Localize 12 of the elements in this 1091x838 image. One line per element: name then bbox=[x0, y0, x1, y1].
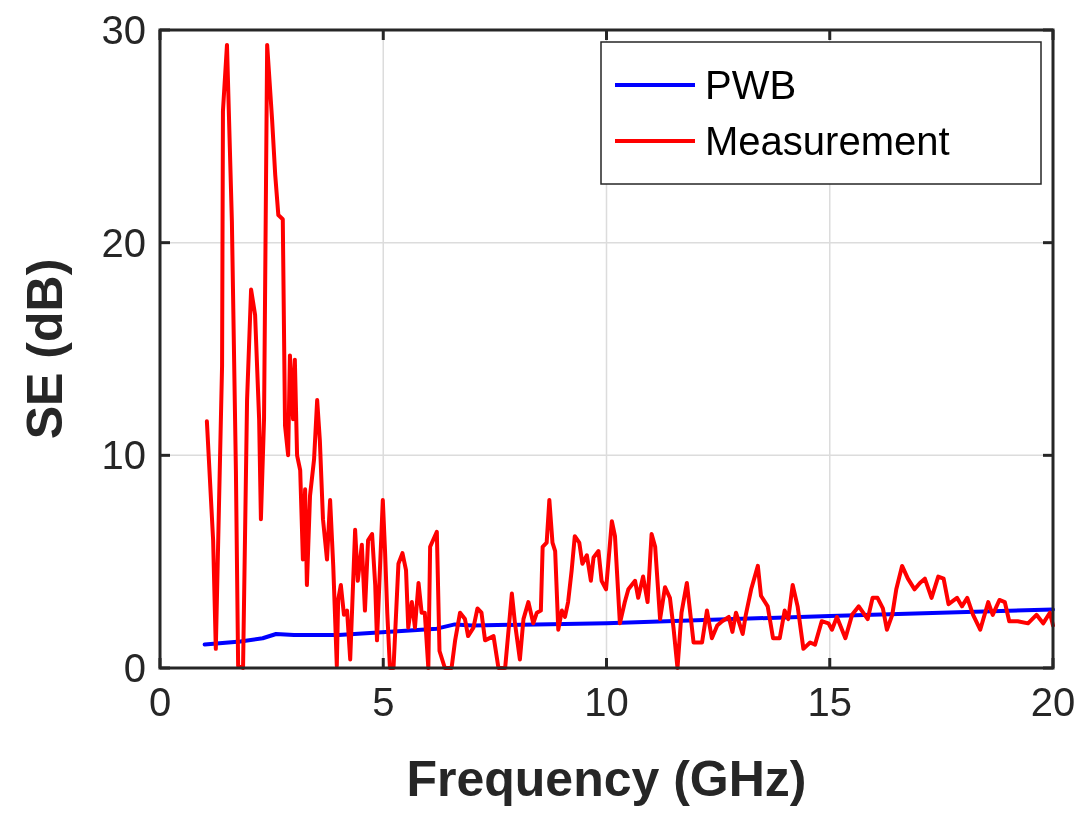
x-tick-label: 10 bbox=[584, 680, 629, 724]
y-tick-label: 20 bbox=[101, 220, 146, 265]
legend-label: Measurement bbox=[705, 119, 950, 163]
y-tick-label: 0 bbox=[123, 646, 146, 690]
y-tick-label: 30 bbox=[101, 8, 146, 52]
x-tick-label: 15 bbox=[807, 680, 852, 724]
x-axis-title: Frequency (GHz) bbox=[406, 751, 807, 807]
x-tick-label: 5 bbox=[372, 680, 395, 724]
legend-label: PWB bbox=[705, 63, 797, 107]
y-tick-label: 10 bbox=[101, 433, 146, 478]
y-axis-title: SE (dB) bbox=[17, 258, 73, 440]
x-tick-label: 20 bbox=[1030, 680, 1076, 724]
